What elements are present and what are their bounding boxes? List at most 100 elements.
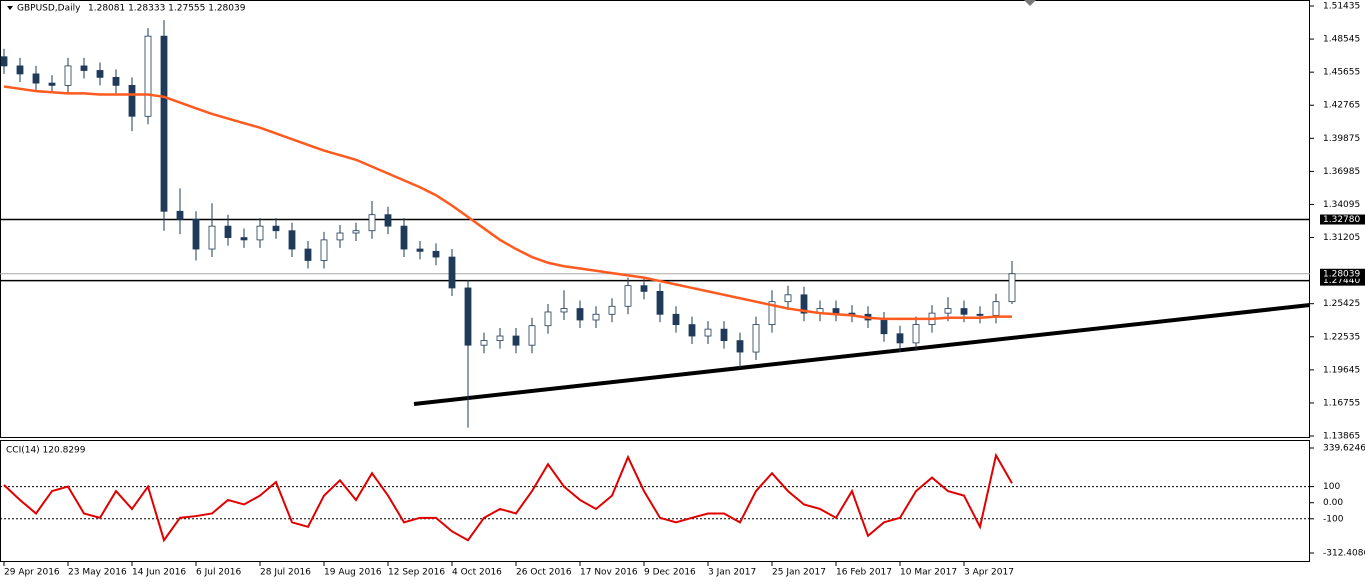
y-tick-label: 1.39875 bbox=[1323, 134, 1360, 144]
candle-body bbox=[224, 225, 232, 238]
x-tick-label: 6 Jul 2016 bbox=[196, 568, 241, 578]
level-label: 1.32780 bbox=[1323, 215, 1360, 225]
candle-body bbox=[1008, 273, 1016, 303]
y-tick-label: 1.36985 bbox=[1323, 167, 1360, 177]
x-tick-label: 19 Aug 2016 bbox=[324, 568, 382, 578]
candle-body bbox=[272, 225, 280, 232]
x-tick-label: 26 Oct 2016 bbox=[516, 568, 572, 578]
y-tick-label: 339.6246 bbox=[1323, 444, 1365, 454]
candle-body bbox=[992, 301, 1000, 316]
candle-body bbox=[352, 230, 360, 234]
candle-body bbox=[736, 340, 744, 353]
candle-body bbox=[656, 290, 664, 315]
candle-body bbox=[64, 65, 72, 86]
candle-body bbox=[752, 324, 760, 353]
candle-body bbox=[16, 65, 24, 75]
y-tick-label: 1.22535 bbox=[1323, 332, 1360, 342]
candle-body bbox=[400, 225, 408, 250]
y-tick-label: -100 bbox=[1323, 514, 1344, 524]
x-tick-label: 17 Nov 2016 bbox=[580, 568, 638, 578]
symbol-title: GBPUSD,Daily bbox=[17, 4, 81, 14]
marker bbox=[1024, 0, 1036, 6]
candle-body bbox=[192, 218, 200, 250]
current-price-box bbox=[1320, 268, 1365, 279]
x-tick-label: 12 Sep 2016 bbox=[388, 568, 445, 578]
x-tick-label: 3 Apr 2017 bbox=[964, 568, 1014, 578]
cci-title: CCI(14) 120.8299 bbox=[6, 446, 86, 456]
x-tick-label: 25 Jan 2017 bbox=[772, 568, 826, 578]
y-tick-label: -312.4086 bbox=[1323, 549, 1365, 559]
level-label: 1.27440 bbox=[1323, 276, 1360, 286]
x-tick-label: 16 Feb 2017 bbox=[836, 568, 892, 578]
y-tick-label: 1.48545 bbox=[1323, 35, 1360, 45]
candle-body bbox=[624, 285, 632, 307]
y-tick-label: 1.34095 bbox=[1323, 200, 1360, 210]
y-tick-label: 1.31205 bbox=[1323, 233, 1360, 243]
level-label-box bbox=[1320, 275, 1365, 286]
candle-body bbox=[240, 237, 248, 241]
y-tick-label: 1.42765 bbox=[1323, 101, 1360, 111]
candle-body bbox=[880, 319, 888, 335]
candle-body bbox=[768, 301, 776, 325]
y-tick-label: 1.45655 bbox=[1323, 68, 1360, 78]
y-tick-label: 0.00 bbox=[1323, 498, 1343, 508]
candle-body bbox=[896, 333, 904, 344]
x-tick-label: 23 May 2016 bbox=[68, 568, 127, 578]
candle-body bbox=[48, 82, 56, 86]
candle-body bbox=[512, 335, 520, 346]
candle-body bbox=[304, 248, 312, 261]
candle-body bbox=[672, 313, 680, 325]
candle-body bbox=[784, 294, 792, 303]
candle-body bbox=[432, 250, 440, 258]
y-tick-label: 1.25425 bbox=[1323, 299, 1360, 309]
candle-body bbox=[976, 313, 984, 316]
moving-average bbox=[3, 85, 1012, 321]
candle-body bbox=[832, 308, 840, 314]
x-tick-label: 29 Apr 2016 bbox=[4, 568, 60, 578]
candle-body bbox=[176, 210, 184, 220]
x-tick-label: 28 Jul 2016 bbox=[260, 568, 311, 578]
candle-body bbox=[448, 256, 456, 289]
menu-arrow bbox=[7, 6, 13, 10]
candle-body bbox=[640, 285, 648, 292]
candle-body bbox=[480, 340, 488, 346]
candle-body bbox=[464, 287, 472, 346]
candle-body bbox=[608, 305, 616, 315]
x-tick-label: 10 Mar 2017 bbox=[900, 568, 957, 578]
candle-body bbox=[336, 232, 344, 241]
candle-body bbox=[80, 65, 88, 71]
y-tick-label: 1.13865 bbox=[1323, 432, 1360, 442]
cci-line bbox=[3, 452, 1013, 543]
y-tick-label: 1.51435 bbox=[1323, 2, 1360, 12]
candle-body bbox=[256, 225, 264, 241]
y-tick-label: 1.16755 bbox=[1323, 398, 1360, 408]
candle-body bbox=[528, 325, 536, 346]
candle-body bbox=[576, 308, 584, 321]
candle-body bbox=[96, 70, 104, 78]
x-tick-label: 4 Oct 2016 bbox=[452, 568, 502, 578]
candle-body bbox=[560, 308, 568, 313]
candle-body bbox=[960, 308, 968, 315]
candle-body bbox=[720, 328, 728, 342]
candle-body bbox=[704, 328, 712, 337]
candle-body bbox=[496, 335, 504, 342]
cci-panel bbox=[0, 440, 1310, 562]
candle-body bbox=[144, 35, 152, 117]
trendline bbox=[413, 303, 1311, 406]
x-tick-label: 14 Jun 2016 bbox=[132, 568, 186, 578]
y-tick-label: 1.19645 bbox=[1323, 365, 1360, 375]
candle-body bbox=[944, 308, 952, 314]
candle-body bbox=[160, 35, 168, 212]
candle-body bbox=[288, 230, 296, 250]
candle-body bbox=[0, 56, 8, 67]
x-tick-label: 3 Jan 2017 bbox=[708, 568, 756, 578]
candle-body bbox=[320, 239, 328, 261]
candle-body bbox=[416, 248, 424, 252]
candle-body bbox=[800, 294, 808, 314]
x-tick-label: 9 Dec 2016 bbox=[644, 568, 696, 578]
y-tick-label: 100 bbox=[1323, 482, 1340, 492]
candle-body bbox=[128, 84, 136, 117]
candle-body bbox=[592, 313, 600, 321]
